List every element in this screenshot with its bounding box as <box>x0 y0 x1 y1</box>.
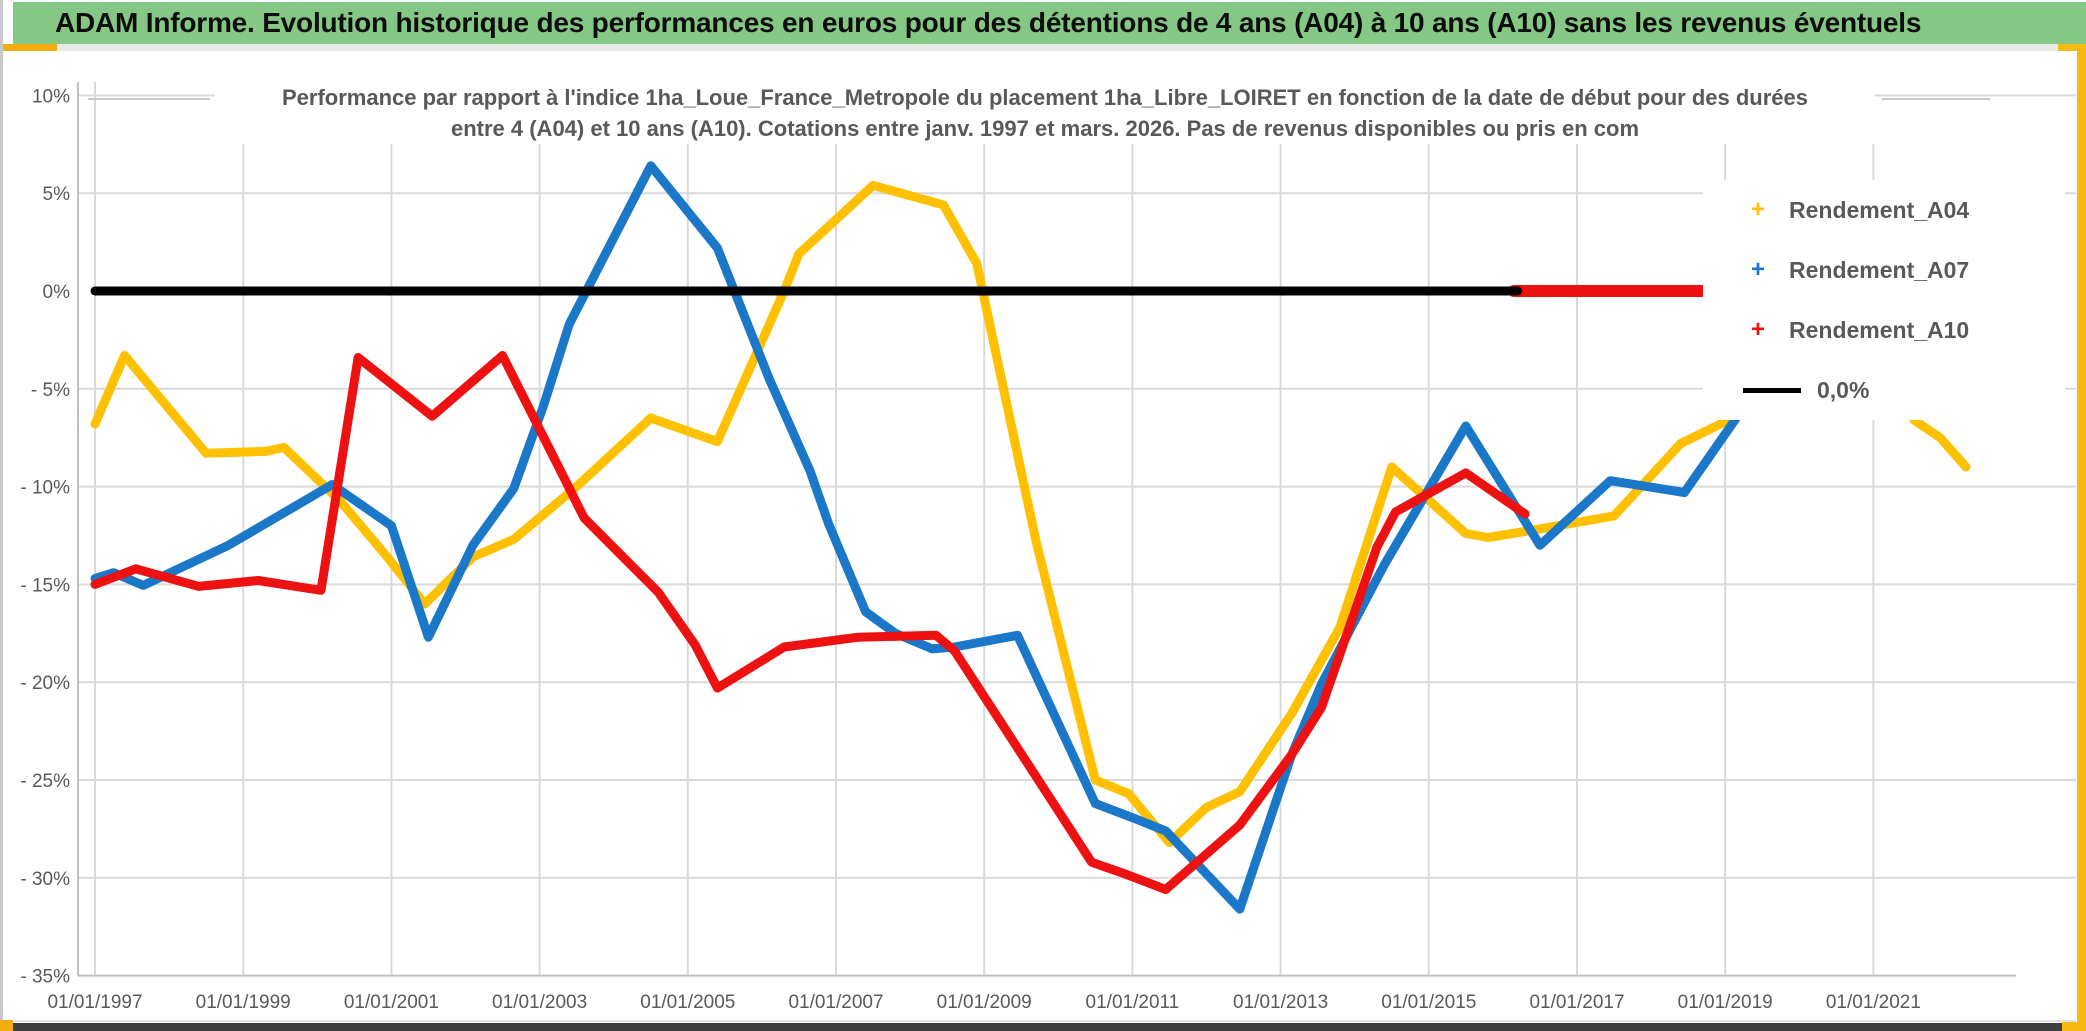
legend-label: Rendement_A04 <box>1789 196 1970 223</box>
x-tick-label: 01/01/1999 <box>196 992 291 1013</box>
legend-line-swatch <box>1743 387 1801 393</box>
title-underline-strip <box>3 44 2086 51</box>
y-tick-label: - 30% <box>20 869 70 890</box>
x-tick-label: 01/01/2009 <box>937 992 1032 1013</box>
corner-accent-bottom-right <box>2062 1022 2086 1031</box>
y-tick-label: - 15% <box>20 575 70 596</box>
subtitle-right-dash <box>1882 98 1990 100</box>
x-tick-label: 01/01/2011 <box>1086 992 1180 1013</box>
series-rendement-a04 <box>90 180 1971 848</box>
x-tick-label: 01/01/2003 <box>492 992 587 1013</box>
chart-legend: + Rendement_A04 + Rendement_A07 + Rendement_A… <box>1703 180 2065 420</box>
series-rendement-a07 <box>90 161 1741 914</box>
title-bar: ADAM Informe. Evolution historique des p… <box>13 2 2086 44</box>
corner-accent-top-right <box>2058 44 2086 51</box>
page-title: ADAM Informe. Evolution historique des p… <box>55 7 1922 38</box>
x-tick-label: 01/01/2021 <box>1826 992 1921 1013</box>
legend-label: Rendement_A10 <box>1789 316 1970 343</box>
legend-item-rendement-a10[interactable]: + Rendement_A10 <box>1703 300 2065 360</box>
x-tick-label: 01/01/2013 <box>1233 992 1328 1013</box>
bottom-bar <box>13 1023 2062 1031</box>
y-tick-labels: 10% 5% 0% - 5% - 10% - 15% - 20% - 25% - 30% - 35… <box>20 86 70 987</box>
y-tick-label: - 5% <box>31 380 70 401</box>
legend-plus-marker: + <box>1750 196 1765 223</box>
y-tick-label: - 35% <box>20 967 70 988</box>
legend-item-rendement-a04[interactable]: + Rendement_A04 <box>1703 180 2065 240</box>
legend-label: Rendement_A07 <box>1789 256 1970 283</box>
y-tick-label: 5% <box>43 184 71 205</box>
legend-plus-marker: + <box>1750 316 1765 343</box>
y-tick-label: 10% <box>32 86 70 107</box>
x-tick-label: 01/01/2001 <box>344 992 439 1013</box>
right-accent-strip <box>2077 44 2086 1031</box>
chart-subtitle: Performance par rapport à l'indice 1ha_L… <box>215 82 1875 144</box>
x-gridlines <box>94 82 1875 976</box>
chart-bottom-border <box>3 1020 2076 1022</box>
subtitle-left-dash <box>88 98 210 100</box>
x-tick-label: 01/01/1997 <box>47 992 142 1013</box>
x-tick-label: 01/01/2019 <box>1678 992 1773 1013</box>
y-tick-label: - 25% <box>20 771 70 792</box>
corner-accent-top-left <box>3 44 57 51</box>
window-left-border <box>0 0 3 1031</box>
chart-subtitle-line1: Performance par rapport à l'indice 1ha_L… <box>281 85 1809 110</box>
legend-plus-marker: + <box>1750 256 1765 283</box>
legend-item-rendement-a07[interactable]: + Rendement_A07 <box>1703 240 2065 300</box>
x-tick-labels: 01/01/1997 01/01/1999 01/01/2001 01/01/2003… <box>47 992 1920 1013</box>
x-tick-label: 01/01/2005 <box>640 992 735 1013</box>
legend-item-0-0-[interactable]: 0,0% <box>1703 360 2065 420</box>
x-tick-label: 01/01/2017 <box>1529 992 1624 1013</box>
y-tick-label: - 20% <box>20 673 70 694</box>
corner-accent-bottom-left <box>0 1020 13 1031</box>
y-tick-label: - 10% <box>20 478 70 499</box>
chart-subtitle-line2: entre 4 (A04) et 10 ans (A10). Cotations… <box>450 116 1640 141</box>
y-tick-label: 0% <box>43 282 71 303</box>
x-tick-label: 01/01/2015 <box>1381 992 1476 1013</box>
legend-label: 0,0% <box>1817 376 1870 403</box>
x-tick-label: 01/01/2007 <box>788 992 883 1013</box>
